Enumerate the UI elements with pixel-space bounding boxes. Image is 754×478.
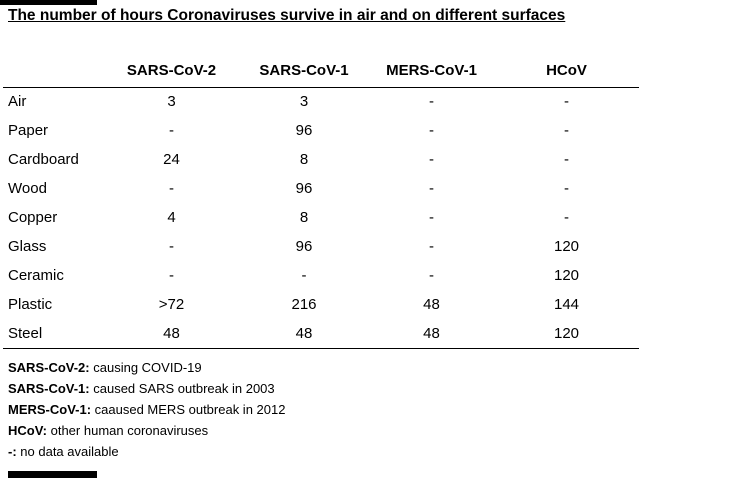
table-cell: - — [564, 180, 569, 197]
footnote: SARS-CoV-1: caused SARS outbreak in 2003 — [8, 378, 285, 399]
table-cell: 96 — [295, 238, 313, 255]
table-cell: - — [429, 267, 434, 284]
table-cell: 120 — [553, 267, 580, 284]
column-header-hcov: HCoV — [494, 55, 639, 88]
footnote-term: SARS-CoV-1: — [8, 381, 90, 396]
table-cell: 8 — [299, 209, 309, 226]
row-label: Copper — [8, 209, 58, 226]
row-label: Plastic — [8, 296, 53, 313]
table-row: Wood - 96 - - — [3, 174, 639, 203]
table-cell: - — [429, 122, 434, 139]
row-label: Cardboard — [8, 151, 79, 168]
table-row: Cardboard 24 8 - - — [3, 145, 639, 174]
table-cell: - — [169, 180, 174, 197]
table-cell: 120 — [494, 319, 639, 349]
table-cell: - — [564, 122, 569, 139]
table-cell: - — [564, 209, 569, 226]
table-cell: - — [429, 238, 434, 255]
table-cell: - — [564, 151, 569, 168]
table-cell: - — [169, 267, 174, 284]
table-cell: 120 — [553, 238, 580, 255]
footnote-text: no data available — [16, 444, 119, 459]
row-label: Ceramic — [8, 267, 64, 284]
footnote-term: MERS-CoV-1: — [8, 402, 92, 417]
corner-cell — [3, 55, 104, 88]
row-label: Glass — [8, 238, 47, 255]
footnote: SARS-CoV-2: causing COVID-19 — [8, 357, 285, 378]
table-cell: 48 — [239, 319, 369, 349]
row-label: Wood — [8, 180, 47, 197]
table-row: Ceramic - - - 120 — [3, 261, 639, 290]
table-cell: 3 — [299, 93, 309, 111]
table-cell: - — [169, 122, 174, 139]
table-row: Copper 4 8 - - — [3, 203, 639, 232]
footnote-term: -: — [8, 444, 17, 459]
footnote-text: caaused MERS outbreak in 2012 — [91, 402, 286, 417]
figure-title: The number of hours Coronaviruses surviv… — [8, 7, 566, 24]
table-row: Glass - 96 - 120 — [3, 232, 639, 261]
table-cell: 24 — [163, 151, 180, 168]
table-cell: - — [429, 180, 434, 197]
table-cell: 48 — [423, 296, 440, 313]
table-cell: 144 — [553, 296, 580, 313]
crop-artifact-bottom — [8, 471, 97, 478]
table-cell: - — [429, 209, 434, 226]
footnote: MERS-CoV-1: caaused MERS outbreak in 201… — [8, 399, 285, 420]
table-cell: 48 — [104, 319, 239, 349]
table-cell: - — [429, 93, 434, 111]
table-cell: - — [169, 238, 174, 255]
table-row: Paper - 96 - - — [3, 116, 639, 145]
footnote-text: causing COVID-19 — [89, 360, 202, 375]
table-cell: - — [429, 151, 434, 168]
table-cell: 216 — [291, 296, 317, 313]
table-row: Steel 48 48 48 120 — [3, 319, 639, 349]
footnote: -: no data available — [8, 441, 285, 462]
footnote-text: other human coronaviruses — [47, 423, 209, 438]
row-label: Steel — [3, 319, 104, 349]
footnote-term: SARS-CoV-2: — [8, 360, 90, 375]
table-cell: - — [301, 267, 307, 284]
column-header-sars-cov-2: SARS-CoV-2 — [104, 55, 239, 88]
table-cell: 96 — [295, 180, 313, 197]
table-cell: 48 — [369, 319, 494, 349]
header-row: SARS-CoV-2 SARS-CoV-1 MERS-CoV-1 HCoV — [3, 55, 639, 88]
table-row: Plastic >72 216 48 144 — [3, 290, 639, 319]
row-label: Air — [8, 93, 27, 111]
column-header-sars-cov-1: SARS-CoV-1 — [239, 55, 369, 88]
survival-table: SARS-CoV-2 SARS-CoV-1 MERS-CoV-1 HCoV Ai… — [3, 55, 639, 349]
crop-artifact-top — [0, 0, 97, 5]
table-cell: - — [564, 93, 569, 111]
table-cell: 96 — [295, 122, 313, 139]
table-cell: 4 — [167, 209, 176, 226]
table-cell: 8 — [299, 151, 309, 168]
table-row: Air 3 3 - - — [3, 87, 639, 116]
row-label: Paper — [8, 122, 49, 139]
footnotes: SARS-CoV-2: causing COVID-19 SARS-CoV-1:… — [8, 357, 285, 462]
footnote-term: HCoV: — [8, 423, 47, 438]
footnote: HCoV: other human coronaviruses — [8, 420, 285, 441]
table-cell: 3 — [167, 93, 176, 111]
footnote-text: caused SARS outbreak in 2003 — [89, 381, 275, 396]
table-cell: >72 — [158, 296, 185, 313]
column-header-mers-cov-1: MERS-CoV-1 — [369, 55, 494, 88]
